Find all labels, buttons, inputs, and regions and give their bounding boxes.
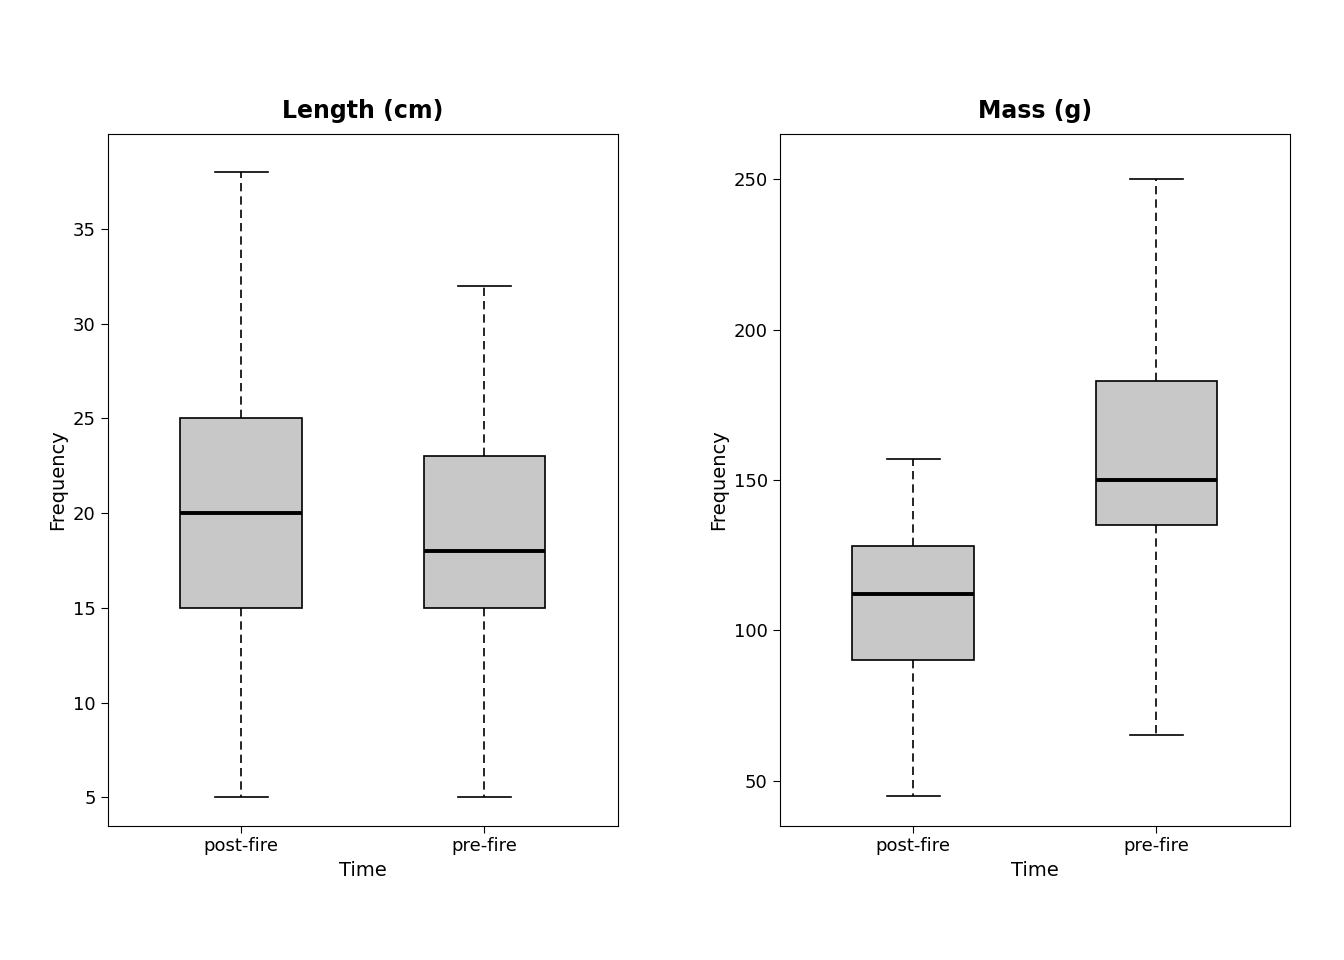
Y-axis label: Frequency: Frequency: [48, 430, 67, 530]
Bar: [852, 546, 974, 660]
Y-axis label: Frequency: Frequency: [708, 430, 728, 530]
Title: Length (cm): Length (cm): [282, 99, 444, 123]
Bar: [180, 419, 302, 608]
Title: Mass (g): Mass (g): [978, 99, 1091, 123]
Bar: [1095, 381, 1218, 525]
X-axis label: Time: Time: [1011, 861, 1059, 880]
X-axis label: Time: Time: [339, 861, 387, 880]
Bar: [423, 456, 546, 608]
